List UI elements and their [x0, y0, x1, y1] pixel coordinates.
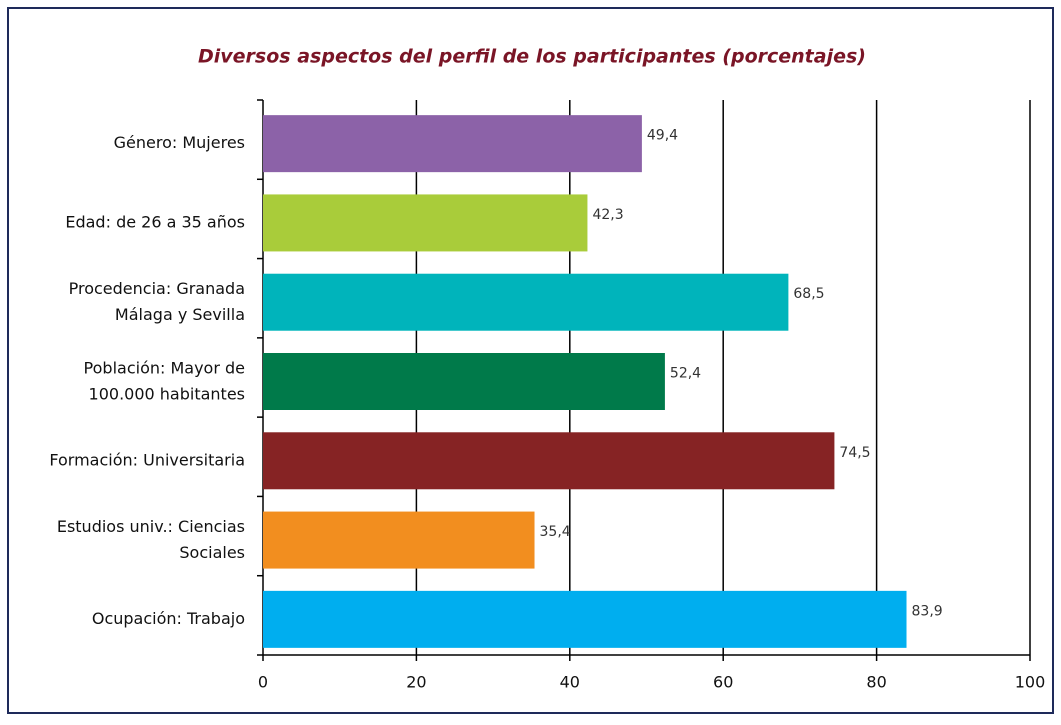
bar — [263, 590, 907, 648]
y-tick-label: Población: Mayor de 100.000 habitantes — [84, 358, 245, 403]
value-label: 52,4 — [670, 366, 701, 382]
value-label: 42,3 — [592, 207, 623, 223]
x-tick-label: 40 — [560, 673, 580, 692]
bar — [263, 511, 535, 569]
x-tick-label: 60 — [713, 673, 733, 692]
x-tick-label: 0 — [258, 673, 268, 692]
y-tick-label: Ocupación: Trabajo — [92, 609, 245, 628]
y-tick-label: Procedencia: Granada Málaga y Sevilla — [69, 279, 245, 324]
value-label: 49,4 — [647, 128, 678, 144]
y-tick-label: Formación: Universitaria — [49, 450, 245, 469]
x-tick-label: 80 — [866, 673, 886, 692]
bar — [263, 115, 642, 173]
bar — [263, 353, 665, 410]
x-tick-label: 20 — [406, 673, 426, 692]
bar — [263, 432, 835, 490]
y-tick-label: Estudios univ.: Ciencias Sociales — [57, 517, 245, 562]
bar — [263, 273, 789, 331]
bar — [263, 194, 588, 252]
value-label: 68,5 — [793, 286, 824, 302]
y-tick-label: Género: Mujeres — [114, 133, 245, 152]
value-label: 35,4 — [540, 524, 571, 540]
chart-title: Diversos aspectos del perfil de los part… — [198, 46, 866, 68]
value-label: 74,5 — [839, 445, 870, 461]
x-tick-label: 100 — [1015, 673, 1046, 692]
value-label: 83,9 — [912, 603, 943, 619]
y-tick-label: Edad: de 26 a 35 años — [65, 212, 245, 231]
